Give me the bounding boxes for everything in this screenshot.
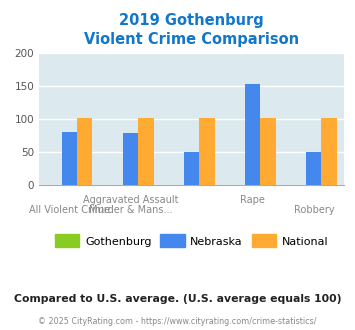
Bar bbox=[62, 132, 77, 185]
Bar bbox=[306, 152, 322, 185]
Bar bbox=[77, 118, 92, 185]
Title: 2019 Gothenburg
Violent Crime Comparison: 2019 Gothenburg Violent Crime Comparison bbox=[84, 13, 299, 48]
Text: Compared to U.S. average. (U.S. average equals 100): Compared to U.S. average. (U.S. average … bbox=[14, 294, 341, 304]
Bar bbox=[138, 118, 153, 185]
Text: Murder & Mans...: Murder & Mans... bbox=[89, 205, 173, 214]
Text: All Violent Crime: All Violent Crime bbox=[29, 205, 110, 214]
Bar bbox=[200, 118, 214, 185]
Bar bbox=[184, 152, 200, 185]
Text: Robbery: Robbery bbox=[294, 205, 334, 214]
Text: © 2025 CityRating.com - https://www.cityrating.com/crime-statistics/: © 2025 CityRating.com - https://www.city… bbox=[38, 317, 317, 326]
Text: Aggravated Assault: Aggravated Assault bbox=[83, 195, 179, 205]
Bar bbox=[261, 118, 275, 185]
Legend: Gothenburg, Nebraska, National: Gothenburg, Nebraska, National bbox=[50, 230, 333, 252]
Bar bbox=[245, 84, 261, 185]
Bar bbox=[123, 133, 138, 185]
Text: Rape: Rape bbox=[240, 195, 265, 205]
Bar bbox=[322, 118, 337, 185]
